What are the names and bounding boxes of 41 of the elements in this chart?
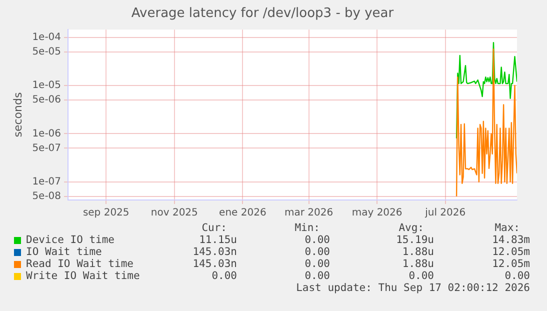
y-tick-label: 5e-07 [32,142,62,154]
text: 0.00 [304,270,330,282]
x-tick-label: ene 2026 [219,208,266,219]
y-tick-label: 5e-08 [32,190,62,202]
legend-label: Write IO Wait time [26,270,140,282]
text: 0.00 [304,234,330,246]
text: 11.15u [199,234,237,246]
text: 12.05m [492,246,530,258]
legend-label: Read IO Wait time [26,258,134,270]
text: 1.88u [402,246,434,258]
text: 15.19u [396,234,434,246]
x-tick-label: jul 2026 [424,208,466,219]
x-tick-label: may 2026 [352,208,402,219]
text: 0.00 [504,270,530,282]
y-tick-label: 5e-05 [32,46,62,58]
text: Cur: [202,222,227,234]
text: 0.00 [304,258,330,270]
chart-title: Average latency for /dev/loop3 - by year [131,6,394,22]
x-tick-label: nov 2025 [150,208,198,219]
y-tick-label: 1e-07 [32,176,62,188]
y-tick-label: 1e-05 [32,80,62,92]
text: 0.00 [304,246,330,258]
text: 1.88u [402,258,434,270]
y-tick-label: 5e-06 [32,94,62,106]
text: Avg: [398,222,424,234]
legend-label: Device IO time [26,234,115,246]
legend-label: IO Wait time [26,246,102,258]
text: Last update: Thu Sep 17 02:00:12 2026 [296,282,530,294]
text: 145.03n [192,258,237,270]
y-tick-label: 1e-06 [32,128,62,140]
y-tick-label: 1e-04 [32,32,62,43]
y-axis-title: seconds [11,92,24,138]
text: 0.00 [408,270,434,282]
text: Min: [294,222,320,234]
x-tick-label: mar 2026 [284,208,334,219]
text: 14.83m [492,234,530,246]
text: 12.05m [492,258,530,270]
x-tick-label: sep 2025 [82,208,130,219]
text: Max: [494,222,520,234]
text: 0.00 [212,270,237,282]
text: 145.03n [192,246,237,258]
